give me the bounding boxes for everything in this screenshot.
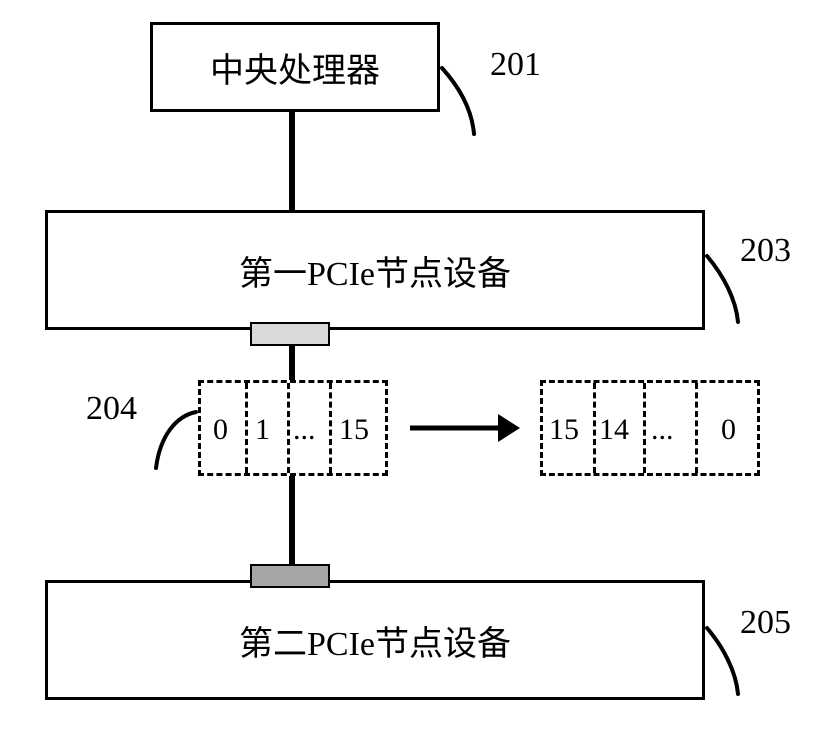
lane-sep-left-0 xyxy=(245,383,248,473)
callout-label-c204: 204 xyxy=(86,390,137,428)
connector-1 xyxy=(289,344,295,382)
lane-label-right-0: 15 xyxy=(549,413,579,447)
connector-2 xyxy=(289,474,295,566)
lane-label-right-1: 14 xyxy=(599,413,629,447)
lane-label-left-0: 0 xyxy=(213,413,228,447)
callout-label-c205: 205 xyxy=(740,604,791,642)
node-pcie2-label: 第二PCIe节点设备 xyxy=(239,616,511,665)
lane-sep-left-2 xyxy=(329,383,332,473)
lane-label-left-3: 15 xyxy=(339,413,369,447)
lane-label-left-2: ... xyxy=(293,413,316,447)
node-cpu-label: 中央处理器 xyxy=(210,43,380,92)
lane-box-right: 15 14... 0 xyxy=(540,380,760,476)
lane-sep-right-1 xyxy=(643,383,646,473)
callout-label-c203: 203 xyxy=(740,232,791,270)
port-p2 xyxy=(250,564,330,588)
node-pcie1: 第一PCIe节点设备 xyxy=(45,210,705,330)
lane-sep-left-1 xyxy=(287,383,290,473)
lane-sep-right-2 xyxy=(695,383,698,473)
lane-label-right-3: 0 xyxy=(721,413,736,447)
lane-reversal-arrow xyxy=(410,410,520,446)
node-pcie1-label: 第一PCIe节点设备 xyxy=(239,246,511,295)
lane-label-right-2: ... xyxy=(651,413,674,447)
connector-0 xyxy=(289,112,295,210)
lane-label-left-1: 1 xyxy=(255,413,270,447)
node-pcie2: 第二PCIe节点设备 xyxy=(45,580,705,700)
lane-sep-right-0 xyxy=(593,383,596,473)
node-cpu: 中央处理器 xyxy=(150,22,440,112)
port-p1 xyxy=(250,322,330,346)
lane-box-left: 01... 15 xyxy=(198,380,388,476)
callout-label-c201: 201 xyxy=(490,46,541,84)
